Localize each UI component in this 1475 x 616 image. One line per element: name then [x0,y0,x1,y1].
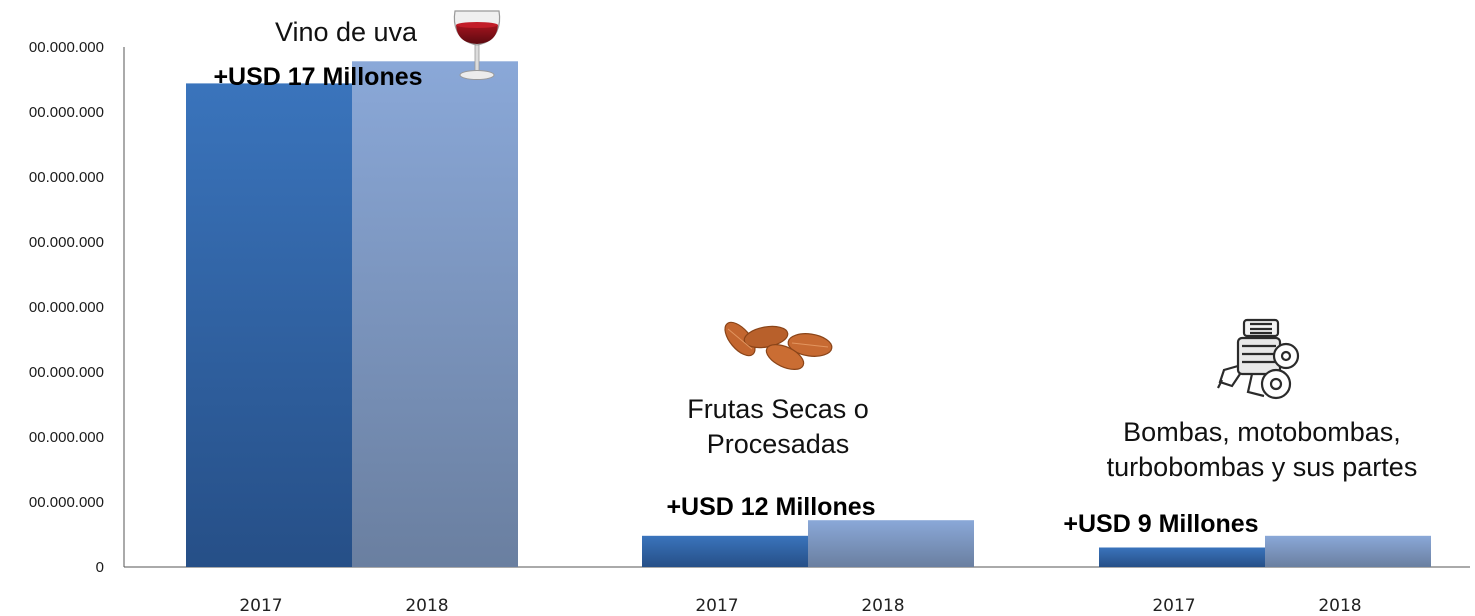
x-tick-label: 2017 [1152,596,1195,616]
category-label: Frutas Secas o Procesadas [687,394,869,459]
x-tick-labels: 2017 2018 2017 2018 2017 2018 [239,596,1361,616]
x-tick-label: 2018 [1318,596,1361,616]
category-labels: Vino de uva Frutas Secas o Procesadas Bomba… [275,17,1417,482]
y-tick-label: 00.000.000 [29,39,104,56]
bars [186,61,1431,568]
x-tick-label: 2017 [695,596,738,616]
y-tick-label: 00.000.000 [29,429,104,446]
bar-2017 [642,535,808,567]
y-axis: 0 00.000.000 00.000.000 00.000.000 00.000.00… [29,39,1470,576]
bar-2017 [186,83,352,568]
value-annotations: +USD 17 Millones +USD 12 Millones +USD 9 M… [213,63,1258,538]
bar-2017 [1099,547,1265,567]
wine-glass-icon [453,10,501,80]
y-tick-label: 00.000.000 [29,169,104,186]
y-tick-label: 00.000.000 [29,234,104,251]
x-tick-label: 2018 [405,596,448,616]
y-tick-label: 00.000.000 [29,104,104,121]
y-tick-label: 0 [96,559,104,576]
y-tick-label: 00.000.000 [29,299,104,316]
value-annotation: +USD 12 Millones [666,493,875,521]
bar-2018 [808,520,974,567]
value-annotation: +USD 17 Millones [213,63,422,91]
engine-icon [1217,318,1300,400]
category-label: Vino de uva [275,17,418,47]
value-annotation: +USD 9 Millones [1063,510,1258,538]
x-tick-label: 2018 [861,596,904,616]
category-label: Bombas, motobombas, turbobombas y sus par… [1107,417,1418,482]
x-tick-label: 2017 [239,596,282,616]
y-tick-label: 00.000.000 [29,364,104,381]
almonds-icon [724,321,833,370]
bar-2018 [352,61,518,568]
y-tick-label: 00.000.000 [29,494,104,511]
bar-2018 [1265,535,1431,567]
